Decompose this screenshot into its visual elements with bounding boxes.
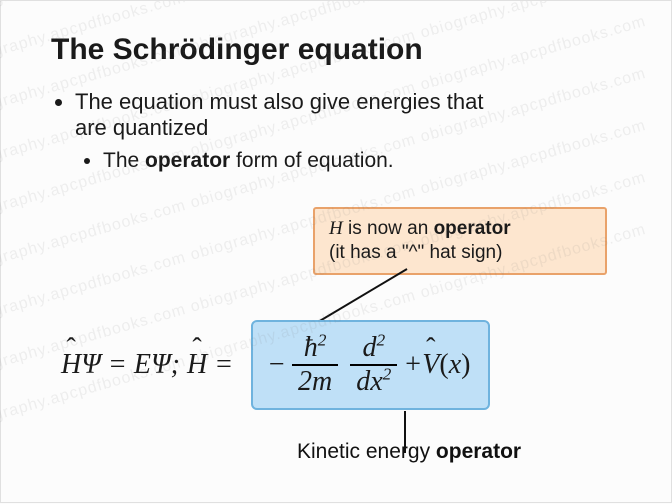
- operator-callout: H is now an operator (it has a "^" hat s…: [313, 207, 607, 275]
- E-sym: E: [134, 349, 151, 380]
- bullet-1-line-b: are quantized: [75, 115, 208, 140]
- bullet-1-line-a: The equation must also give energies tha…: [75, 89, 483, 114]
- sub-bullet-post: form of equation.: [230, 149, 393, 172]
- eq-sign-2: =: [207, 349, 233, 380]
- plus-sign: +: [403, 349, 422, 381]
- kin-bold: operator: [436, 440, 521, 463]
- hbar-sup: 2: [318, 331, 327, 350]
- d-sup-1: 2: [376, 331, 385, 350]
- minus-sign: −: [267, 349, 286, 381]
- sub-bullet-pre: The: [103, 149, 145, 172]
- paren-open: (: [439, 349, 448, 381]
- two-m: 2m: [298, 366, 332, 397]
- hbar-num: ħ2: [292, 332, 338, 366]
- sub-bullet-list: The operator form of equation.: [75, 149, 621, 173]
- x-sym: x: [449, 349, 461, 381]
- callout-bold: operator: [434, 218, 511, 239]
- equation-box: − ħ2 2m d2 dx2 + V(x): [251, 320, 490, 410]
- dx-sup: 2: [383, 365, 392, 384]
- deriv-den: dx2: [350, 366, 397, 398]
- dx-sym: dx: [356, 366, 382, 397]
- slide: The Schrödinger equation The equation mu…: [1, 1, 671, 502]
- callout-mid: is now an: [343, 218, 434, 239]
- eq-sign-1: =: [101, 349, 134, 380]
- deriv-num: d2: [350, 332, 397, 366]
- equation-row: HΨ = EΨ; H = − ħ2 2m d2 dx2 + V(x): [61, 320, 490, 410]
- bullet-list: The equation must also give energies tha…: [51, 89, 621, 173]
- H-hat-2: H: [187, 349, 207, 381]
- sub-bullet-1: The operator form of equation.: [103, 149, 621, 173]
- V-hat: V: [422, 349, 439, 381]
- callout-line2: (it has a "^" hat sign): [329, 242, 502, 263]
- paren-close: ): [461, 349, 470, 381]
- callout-H: H: [329, 218, 343, 239]
- hbar-sym: ħ: [304, 332, 318, 363]
- sub-bullet-bold: operator: [145, 149, 230, 172]
- hbar-den: 2m: [292, 366, 338, 398]
- bullet-1: The equation must also give energies tha…: [75, 89, 621, 173]
- page-title: The Schrödinger equation: [51, 33, 621, 67]
- psi-2: Ψ;: [151, 349, 187, 380]
- deriv-frac: d2 dx2: [350, 332, 397, 398]
- kinetic-energy-label: Kinetic energy operator: [297, 440, 521, 464]
- hbar-frac: ħ2 2m: [292, 332, 338, 398]
- psi-1: Ψ: [81, 349, 101, 380]
- equation-lhs: HΨ = EΨ; H =: [61, 349, 233, 381]
- kin-pre: Kinetic energy: [297, 440, 436, 463]
- d-sym-1: d: [362, 332, 376, 363]
- H-hat-1: H: [61, 349, 81, 381]
